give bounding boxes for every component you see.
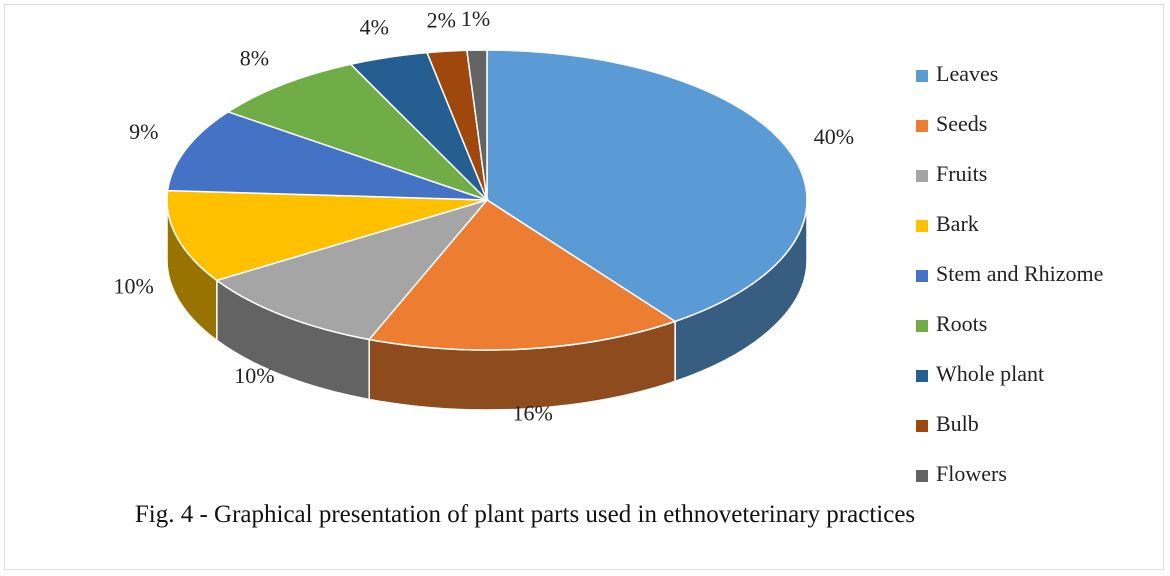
legend-label: Stem and Rhizome xyxy=(936,261,1103,286)
legend-swatch xyxy=(916,320,928,332)
data-label: 9% xyxy=(129,119,158,144)
legend-label: Seeds xyxy=(936,111,987,136)
slice xyxy=(367,199,677,351)
slice xyxy=(486,49,808,323)
legend-swatch xyxy=(916,270,928,282)
caption: Fig. 4 - Graphical presentation of plant… xyxy=(134,501,916,528)
legend-swatch xyxy=(916,420,928,432)
data-label: 40% xyxy=(814,124,854,149)
legend-swatch xyxy=(916,370,928,382)
legend-swatch xyxy=(916,170,928,182)
data-label: 10% xyxy=(234,363,274,388)
data-label: 10% xyxy=(113,274,153,299)
legend-label: Fruits xyxy=(936,161,987,186)
slice xyxy=(215,198,490,341)
data-label: 16% xyxy=(513,401,553,426)
legend-label: Leaves xyxy=(936,61,998,86)
frame xyxy=(4,4,1164,570)
legend-label: Bulb xyxy=(936,411,979,436)
slice xyxy=(226,63,488,201)
slice xyxy=(166,189,488,282)
slice xyxy=(166,111,488,201)
data-label: 8% xyxy=(240,45,269,70)
legend-label: Whole plant xyxy=(936,361,1044,386)
data-label: 4% xyxy=(360,14,389,39)
legend-swatch xyxy=(916,120,928,132)
data-label: 1% xyxy=(461,6,490,31)
legend-label: Roots xyxy=(936,311,987,336)
legend-label: Bark xyxy=(936,211,979,236)
legend-label: Flowers xyxy=(936,461,1007,486)
legend-swatch xyxy=(916,220,928,232)
slice xyxy=(466,49,488,201)
legend-swatch xyxy=(916,70,928,82)
data-label: 2% xyxy=(427,7,456,32)
legend-swatch xyxy=(916,470,928,482)
chart: 40% 16% 10% 10% 9% 8% 4% 2% 1% Leaves Seeds Fruits B… xyxy=(113,6,1103,486)
